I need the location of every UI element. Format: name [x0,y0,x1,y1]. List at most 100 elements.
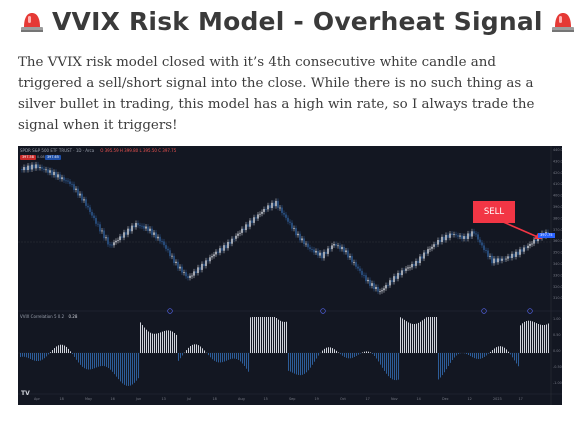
histogram-bar [32,353,33,360]
candle-body [285,214,287,218]
histogram-bar [372,353,373,354]
histogram-bar [544,324,545,353]
histogram-bar [256,317,257,353]
histogram-bar [414,324,415,353]
tradingview-logo: TV [21,390,30,397]
candle-body [77,188,79,196]
candle-body [287,217,289,222]
candle-body [329,248,331,250]
indicator-label: VVIX Correlation 5 0.2 0.28 [20,314,77,319]
histogram-bar [294,353,295,374]
histogram-bar [86,353,87,370]
histogram-bar [292,353,293,373]
histogram-bar [230,353,231,360]
candle-body [63,177,65,181]
histogram-bar [374,353,375,357]
candle-body [499,258,501,261]
histogram-bar [446,353,447,370]
histogram-bar [520,325,521,353]
last-price-tag: 397.75 [538,233,555,238]
candle-body [91,211,93,216]
candle-body [435,244,437,246]
price-axis-tick: 400.00 [553,194,562,198]
candle-body [413,264,415,266]
histogram-bar [298,353,299,376]
time-axis-tick: 19 [315,397,319,401]
candle-body [241,228,243,233]
candle-body [243,228,245,231]
histogram-bar [248,353,249,372]
histogram-bar [108,353,109,369]
histogram-bar [258,317,259,353]
candle-body [131,225,133,232]
histogram-bar [392,353,393,380]
histogram-bar [68,348,69,353]
candle-body [337,245,339,247]
histogram-bar [482,353,483,359]
histogram-bar [456,353,457,356]
histogram-bar [38,353,39,362]
histogram-bar [478,353,479,359]
candle-body [207,260,209,262]
histogram-bar [76,353,77,360]
histogram-bar [178,353,179,361]
histogram-bar [192,344,193,353]
time-axis-tick: 18 [60,397,64,401]
histogram-bar [280,320,281,353]
price-axis-tick: 370.00 [553,228,562,232]
histogram-bar [434,317,435,353]
candle-body [353,262,355,263]
histogram-bar [46,353,47,357]
candle-body [307,243,309,248]
histogram-bar [40,353,41,361]
candle-body [159,236,161,242]
candle-body [39,167,41,169]
candle-body [107,237,109,245]
candle-body [165,245,167,249]
histogram-bar [490,351,491,353]
histogram-bar [20,353,21,358]
candle-body [35,164,37,169]
histogram-bar [398,353,399,380]
histogram-bar [452,353,453,361]
histogram-bar [58,345,59,353]
signal-marker [481,308,487,314]
candle-body [69,181,71,184]
histogram-bar [504,347,505,353]
candle-body [423,252,425,259]
histogram-bar [400,317,401,353]
indicator-axis-tick: 1.00 [553,317,561,321]
candle-body [445,234,447,241]
histogram-bar [480,353,481,359]
histogram-bar [170,330,171,353]
candle-body [273,202,275,207]
histogram-bar [156,333,157,353]
candle-body [349,256,351,258]
candle-body [503,258,505,260]
candle-body [457,235,459,237]
candle-body [345,250,347,253]
candle-body [119,236,121,241]
candle-body [333,244,335,246]
signal-marker [167,308,173,314]
candle-body [469,233,471,237]
histogram-bar [404,319,405,353]
histogram-bar [288,353,289,371]
histogram-bar [176,334,177,353]
candle-body [151,228,153,235]
histogram-bar [144,327,145,353]
candle-body [89,207,91,212]
histogram-bar [254,317,255,353]
histogram-bar [508,351,509,353]
time-axis-tick: 12 [468,397,472,401]
histogram-bar [328,347,329,353]
candle-body [99,224,101,232]
candle-body [203,263,205,266]
candle-body [331,245,333,250]
histogram-bar [124,353,125,385]
histogram-bar [278,319,279,353]
histogram-bar [534,322,535,353]
time-axis-tick: Aug [238,397,245,401]
candle-body [51,170,53,176]
histogram-bar [448,353,449,366]
